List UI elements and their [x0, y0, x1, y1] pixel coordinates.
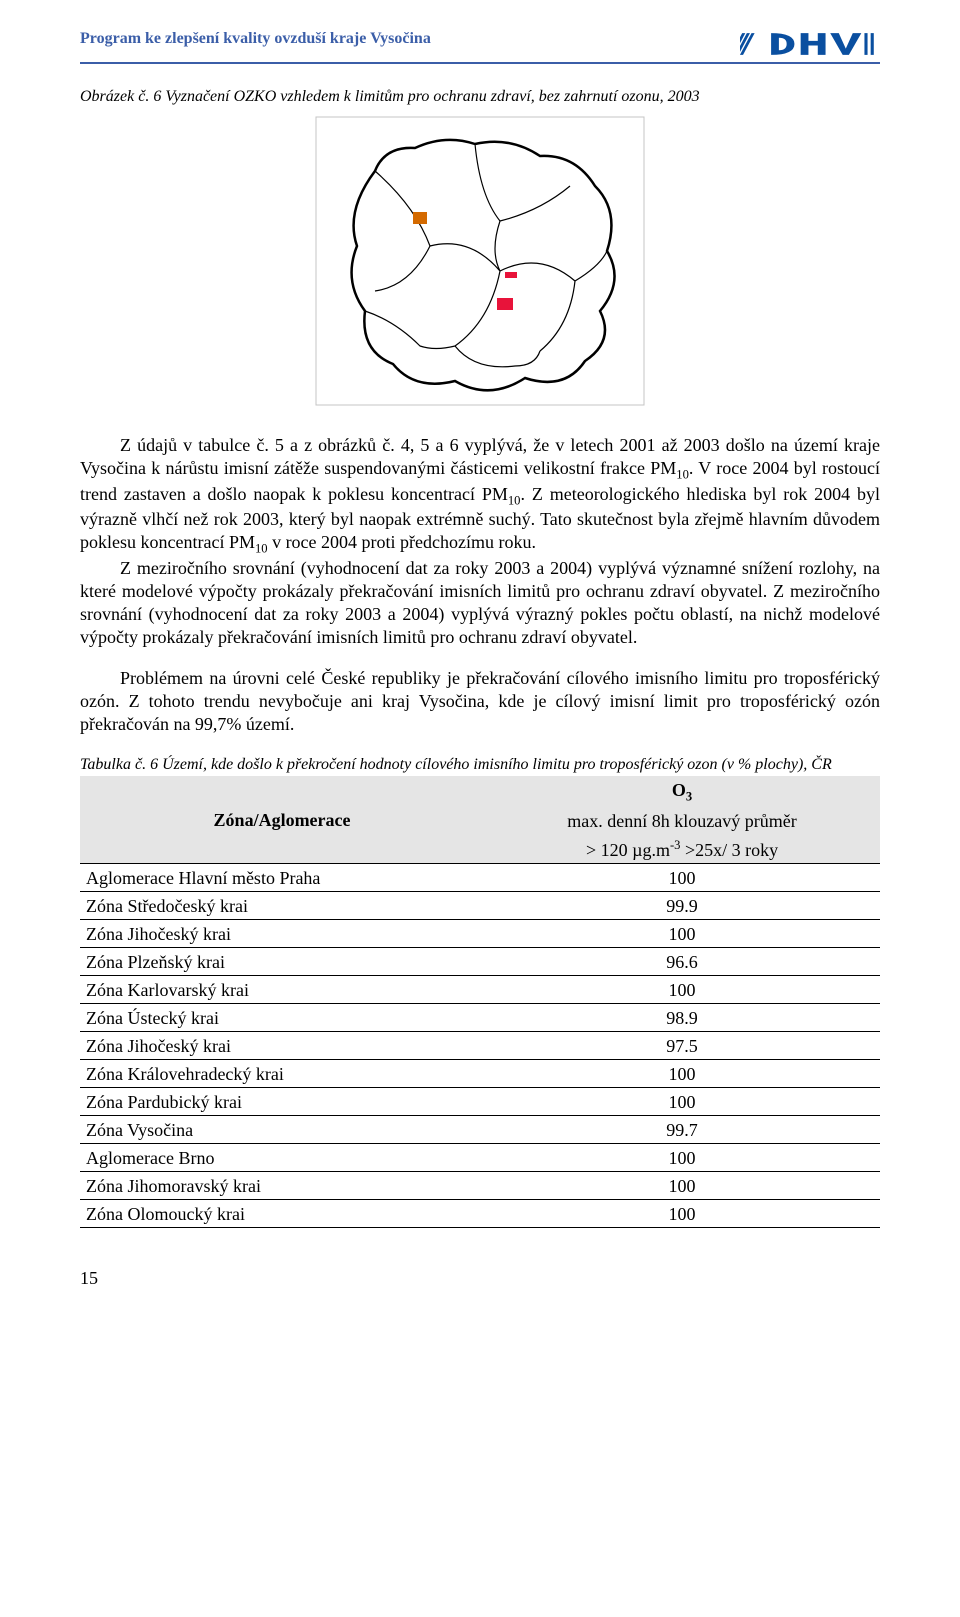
row-value: 97.5	[484, 1031, 880, 1059]
region-map-icon	[315, 116, 645, 406]
paragraph-3: Problémem na úrovni celé České republiky…	[80, 667, 880, 736]
col-subhead-2: > 120 µg.m-3 >25x/ 3 roky	[484, 834, 880, 864]
table-row: Zóna Jihomoravský krai100	[80, 1171, 880, 1199]
table-row: Zóna Středočeský krai99.9	[80, 891, 880, 919]
table-row: Zóna Ústecký krai98.9	[80, 1003, 880, 1031]
row-value: 98.9	[484, 1003, 880, 1031]
row-value: 100	[484, 863, 880, 891]
row-label: Aglomerace Brno	[80, 1143, 484, 1171]
row-label: Zóna Karlovarský krai	[80, 975, 484, 1003]
row-value: 100	[484, 1171, 880, 1199]
figure-caption: Obrázek č. 6 Vyznačení OZKO vzhledem k l…	[80, 88, 880, 106]
table-row: Zóna Jihočeský krai97.5	[80, 1031, 880, 1059]
dhv-logo-icon	[740, 28, 880, 60]
row-label: Zóna Vysočina	[80, 1115, 484, 1143]
col-header-o3: O3	[484, 776, 880, 807]
limit-sup: -3	[670, 838, 681, 852]
col-header-zone: Zóna/Aglomerace	[80, 776, 484, 863]
logo	[740, 28, 880, 60]
table-row: Zóna Karlovarský krai100	[80, 975, 880, 1003]
row-label: Zóna Královehradecký krai	[80, 1059, 484, 1087]
page-number: 15	[80, 1268, 880, 1289]
row-label: Zóna Olomoucký krai	[80, 1199, 484, 1227]
ozone-table: Zóna/Aglomerace O3 max. denní 8h klouzav…	[80, 776, 880, 1228]
row-label: Zóna Pardubický krai	[80, 1087, 484, 1115]
row-label: Aglomerace Hlavní město Praha	[80, 863, 484, 891]
paragraph-2: Z meziročního srovnání (vyhodnocení dat …	[80, 557, 880, 649]
table-row: Aglomerace Brno100	[80, 1143, 880, 1171]
p1-sub-3: 10	[255, 542, 268, 556]
row-label: Zóna Plzeňský krai	[80, 947, 484, 975]
row-label: Zóna Jihomoravský krai	[80, 1171, 484, 1199]
row-label: Zóna Jihočeský krai	[80, 919, 484, 947]
map-figure	[80, 116, 880, 406]
page-header: Program ke zlepšení kvality ovzduší kraj…	[80, 28, 880, 64]
paragraph-1: Z údajů v tabulce č. 5 a z obrázků č. 4,…	[80, 434, 880, 649]
table-row: Zóna Olomoucký krai100	[80, 1199, 880, 1227]
p3-text: Problémem na úrovni celé České republiky…	[80, 667, 880, 736]
row-label: Zóna Ústecký krai	[80, 1003, 484, 1031]
table-caption: Tabulka č. 6 Území, kde došlo k překroče…	[80, 756, 880, 774]
row-label: Zóna Středočeský krai	[80, 891, 484, 919]
table-row: Zóna Plzeňský krai96.6	[80, 947, 880, 975]
row-value: 100	[484, 1199, 880, 1227]
p1-text-d: v roce 2004 proti předchozímu roku.	[268, 532, 536, 552]
p1-sub-1: 10	[676, 468, 689, 482]
table-row: Zóna Královehradecký krai100	[80, 1059, 880, 1087]
row-value: 100	[484, 1143, 880, 1171]
row-value: 100	[484, 919, 880, 947]
table-row: Aglomerace Hlavní město Praha100	[80, 863, 880, 891]
row-label: Zóna Jihočeský krai	[80, 1031, 484, 1059]
row-value: 100	[484, 1059, 880, 1087]
header-title: Program ke zlepšení kvality ovzduší kraj…	[80, 28, 431, 48]
limit-a: > 120 µg.m	[586, 840, 670, 860]
row-value: 100	[484, 975, 880, 1003]
table-row: Zóna Pardubický krai100	[80, 1087, 880, 1115]
o3-sub: 3	[686, 790, 692, 804]
table-row: Zóna Vysočina99.7	[80, 1115, 880, 1143]
row-value: 100	[484, 1087, 880, 1115]
table-row: Zóna Jihočeský krai100	[80, 919, 880, 947]
row-value: 99.7	[484, 1115, 880, 1143]
row-value: 99.9	[484, 891, 880, 919]
limit-b: >25x/ 3 roky	[680, 840, 778, 860]
row-value: 96.6	[484, 947, 880, 975]
o3-label: O	[672, 780, 686, 800]
col-subhead-1: max. denní 8h klouzavý průměr	[484, 807, 880, 834]
p1-sub-2: 10	[508, 493, 521, 507]
